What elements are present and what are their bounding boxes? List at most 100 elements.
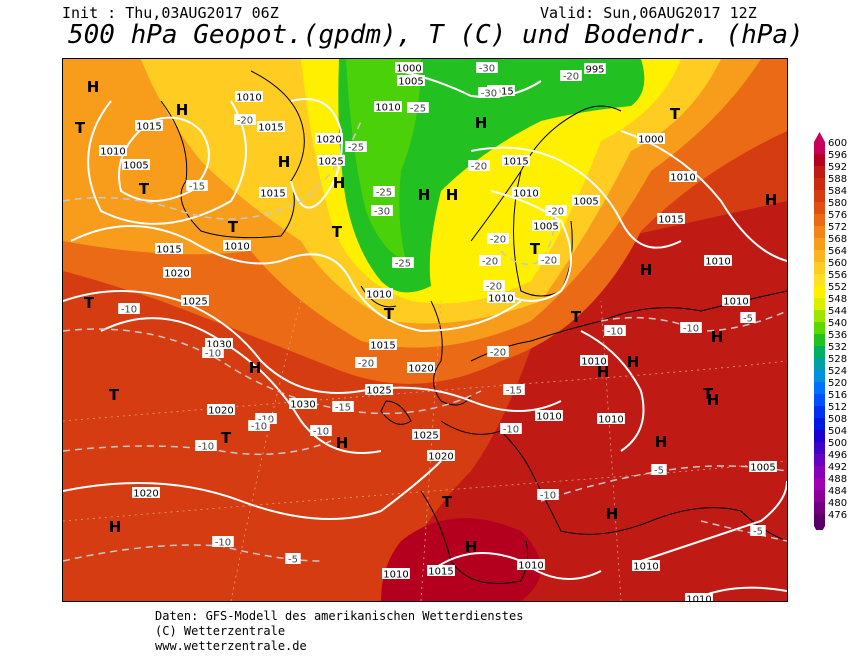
- legend-value: 544: [828, 306, 848, 317]
- svg-text:1015: 1015: [658, 215, 683, 226]
- svg-text:-20: -20: [548, 207, 564, 218]
- pressure-label: 1005: [397, 75, 425, 88]
- svg-text:1010: 1010: [224, 242, 249, 253]
- footer: Daten: GFS-Modell des amerikanischen Wet…: [155, 609, 523, 654]
- svg-text:-5: -5: [654, 466, 664, 477]
- legend-swatch: [814, 178, 825, 190]
- svg-text:1020: 1020: [208, 406, 233, 417]
- pressure-label: 1010: [597, 413, 625, 426]
- legend-swatch: [814, 226, 825, 238]
- temperature-label: -10: [310, 425, 332, 438]
- footer-copyright: (C) Wetterzentrale: [155, 624, 286, 638]
- svg-text:1020: 1020: [316, 135, 341, 146]
- pressure-center: H: [87, 78, 100, 96]
- pressure-label: 1020: [132, 487, 160, 500]
- legend-value: 520: [828, 378, 848, 389]
- pressure-center: H: [627, 353, 640, 371]
- pressure-center: H: [606, 505, 619, 523]
- pressure-label: 1005: [749, 461, 777, 474]
- hot-field-east: [381, 201, 787, 601]
- legend-value: 572: [828, 222, 848, 233]
- legend-value: 552: [828, 282, 848, 293]
- pressure-center: H: [765, 191, 778, 209]
- footer-url[interactable]: www.wetterzentrale.de: [155, 639, 307, 653]
- temperature-label: -10: [248, 420, 270, 433]
- pressure-label: 1005: [532, 220, 560, 233]
- pressure-center: H: [707, 391, 720, 409]
- pressure-label: 1000: [637, 133, 665, 146]
- pressure-label: 1025: [317, 155, 345, 168]
- legend-swatch: [814, 286, 825, 298]
- temperature-label: -15: [332, 401, 354, 414]
- temperature-label: -20: [234, 114, 256, 127]
- legend-value: 504: [828, 426, 848, 437]
- svg-text:-20: -20: [486, 282, 502, 293]
- svg-text:1010: 1010: [236, 93, 261, 104]
- temperature-label: -10: [202, 347, 224, 360]
- pressure-label: 1025: [365, 384, 393, 397]
- legend-swatch: [814, 322, 825, 334]
- svg-text:-25: -25: [395, 259, 411, 270]
- temperature-label: -20: [487, 233, 509, 246]
- svg-text:1025: 1025: [366, 386, 391, 397]
- pressure-center: T: [670, 105, 681, 123]
- weather-map: 1010 1015 1015 1010 1005 1015 1010 1015 1020 1025…: [62, 58, 788, 602]
- temperature-label: -20: [560, 70, 582, 83]
- legend-value: 564: [828, 246, 848, 257]
- legend-value: 600: [828, 138, 848, 149]
- legend-swatch: [814, 274, 825, 286]
- svg-text:-10: -10: [205, 349, 221, 360]
- pressure-label: 1015: [155, 243, 183, 256]
- temperature-label: -20: [355, 357, 377, 370]
- temperature-label: -30: [371, 205, 393, 218]
- temperature-label: -5: [285, 553, 301, 566]
- legend-swatch: [814, 310, 825, 322]
- pressure-center: H: [640, 261, 653, 279]
- legend-swatch: [814, 190, 825, 202]
- pressure-center: H: [249, 359, 262, 377]
- pressure-center: T: [571, 308, 582, 326]
- pressure-label: 1000: [395, 62, 423, 75]
- svg-text:1015: 1015: [260, 189, 285, 200]
- svg-text:1010: 1010: [633, 562, 658, 573]
- pressure-label: 1025: [412, 429, 440, 442]
- legend-swatch: [814, 142, 825, 154]
- pressure-label: 1010: [580, 355, 608, 368]
- svg-text:1025: 1025: [318, 157, 343, 168]
- svg-text:1030: 1030: [290, 400, 315, 411]
- pressure-label: 1010: [517, 559, 545, 572]
- legend-swatch: [814, 214, 825, 226]
- pressure-center: H: [475, 114, 488, 132]
- legend-swatch: [814, 250, 825, 262]
- svg-text:1010: 1010: [366, 290, 391, 301]
- pressure-label: 1010: [223, 240, 251, 253]
- pressure-label: 1030: [205, 338, 233, 351]
- legend-value: 568: [828, 234, 848, 245]
- svg-text:-10: -10: [683, 324, 699, 335]
- temperature-label: -5: [740, 312, 756, 325]
- pressure-label: 1015: [259, 187, 287, 200]
- pressure-center: T: [84, 294, 95, 312]
- temperature-label: -10: [500, 423, 522, 436]
- pressure-center: T: [228, 218, 239, 236]
- svg-text:1020: 1020: [164, 269, 189, 280]
- isotherms: [63, 120, 787, 562]
- svg-text:-30: -30: [481, 89, 497, 100]
- legend-swatch: [814, 238, 825, 250]
- legend-swatch: [814, 262, 825, 274]
- legend-swatch: [814, 442, 825, 454]
- legend-value: 500: [828, 438, 848, 449]
- pressure-center: T: [442, 493, 453, 511]
- pressure-label: 1010: [382, 568, 410, 581]
- legend-value: 476: [828, 510, 848, 521]
- pressure-label: 995: [584, 63, 606, 76]
- pressure-center: H: [336, 434, 349, 452]
- pressure-center: H: [333, 174, 346, 192]
- legend-value: 580: [828, 198, 848, 209]
- pressure-center: H: [597, 363, 610, 381]
- legend-swatch: [814, 418, 825, 430]
- svg-text:1010: 1010: [598, 415, 623, 426]
- legend-swatch: [814, 406, 825, 418]
- legend-swatch: [814, 514, 825, 526]
- svg-text:1020: 1020: [428, 452, 453, 463]
